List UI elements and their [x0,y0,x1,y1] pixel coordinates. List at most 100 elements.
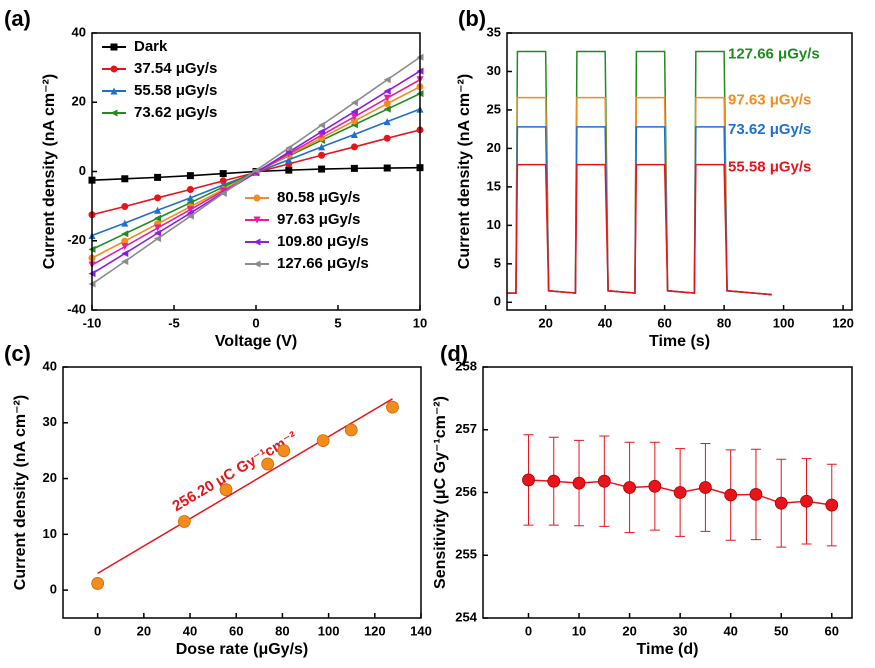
y-tick-label: 15 [487,178,501,193]
x-tick-label: 100 [318,623,340,638]
y-tick-label: 20 [487,140,501,155]
point [386,400,399,414]
legend-label: 55.58 μGy/s [134,82,217,99]
point [623,481,636,494]
marker [219,177,227,185]
point [800,494,813,508]
x-tick-label: 120 [832,315,854,330]
x-axis-title: Voltage (V) [215,333,297,350]
marker [383,94,391,102]
marker [285,166,293,174]
marker [154,235,162,243]
marker [285,144,293,152]
marker [154,229,162,237]
fit-line [97,398,393,575]
y-tick-label: 0 [79,163,86,178]
marker [121,230,129,238]
marker [154,224,162,232]
x-tick-label: 10 [572,623,586,638]
x-tick-label: 60 [825,623,839,638]
y-axis-title: Current density (nA cm⁻²) [41,74,58,269]
y-tick-label: 255 [455,547,477,562]
x-tick-label: 10 [413,315,427,330]
x-tick-label: 140 [410,623,432,638]
x-tick-label: 40 [598,315,612,330]
point [261,457,275,471]
y-axis-title: Current density (nA cm⁻²) [456,74,473,269]
marker [350,130,358,138]
point [724,488,738,502]
y-tick-label: 258 [455,358,477,373]
x-tick-label: 20 [622,623,636,638]
marker [252,166,260,174]
marker [186,206,194,214]
point [547,474,561,488]
y-tick-label: 0 [494,294,501,309]
x-tick-label: 30 [673,623,687,638]
series-label: 127.66 μGy/s [728,45,820,62]
marker [318,128,326,136]
panel-label: (c) [4,341,31,366]
marker [253,194,261,202]
marker [110,87,118,95]
point [344,423,358,437]
marker [219,170,227,178]
point [177,515,191,528]
marker [121,237,129,245]
legend-label: 80.58 μGy/s [277,189,360,206]
point [699,481,712,494]
x-tick-label: 40 [723,623,737,638]
legend-label: 109.80 μGy/s [277,233,369,250]
point [91,577,105,590]
marker [318,121,326,129]
x-tick-label: 80 [717,315,731,330]
marker [383,134,391,142]
y-tick-label: 256 [455,484,477,499]
y-tick-label: 35 [487,24,501,39]
marker [186,172,194,180]
x-tick-label: -10 [83,315,102,330]
panel-label: (d) [440,341,468,366]
point [774,496,788,510]
marker [186,212,194,220]
x-tick-label: 20 [137,623,151,638]
x-tick-label: 0 [525,623,532,638]
x-axis-title: Time (s) [649,333,710,350]
point [277,444,291,458]
x-tick-label: 0 [252,315,259,330]
x-tick-label: 100 [773,315,795,330]
marker [121,175,129,183]
legend-label: 37.54 μGy/s [134,60,217,77]
series-line [507,163,772,296]
marker [318,143,326,151]
y-tick-label: 10 [43,526,57,541]
marker [383,87,391,95]
marker [350,143,358,151]
marker [350,113,358,121]
y-tick-label: 5 [494,255,501,270]
legend-label: 127.66 μGy/s [277,255,369,272]
y-tick-label: 257 [455,421,477,436]
y-tick-label: 10 [487,217,501,232]
marker [253,260,261,268]
marker [318,165,326,173]
legend-label: Dark [134,38,168,55]
marker [110,109,118,117]
marker [121,250,129,258]
marker [350,108,358,116]
x-tick-label: 0 [94,623,101,638]
marker [110,43,118,51]
point [522,473,535,487]
x-tick-label: -5 [168,315,180,330]
plot-frame [62,366,422,619]
y-tick-label: 40 [72,24,86,39]
y-tick-label: 30 [43,414,57,429]
marker [318,151,326,159]
marker [121,202,129,210]
marker [253,238,261,246]
panel-label: (b) [458,6,486,31]
legend-label: 73.62 μGy/s [134,104,217,121]
series-label: 73.62 μGy/s [728,121,811,138]
x-tick-label: 5 [334,315,341,330]
